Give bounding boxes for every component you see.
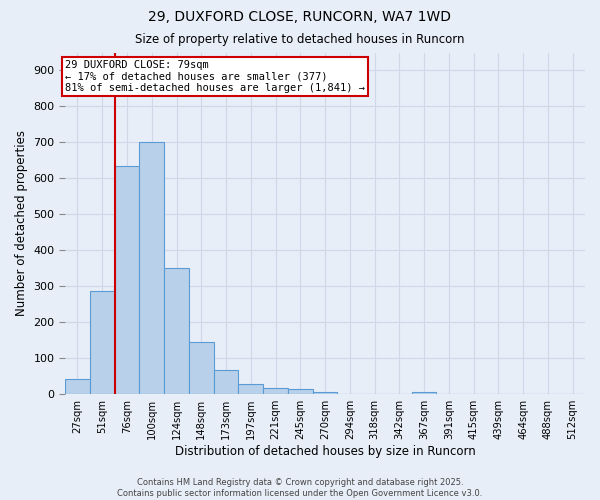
Bar	[65, 380, 90, 394]
Bar	[412, 392, 436, 394]
Bar	[139, 142, 164, 394]
Y-axis label: Number of detached properties: Number of detached properties	[15, 130, 28, 316]
Text: Contains HM Land Registry data © Crown copyright and database right 2025.
Contai: Contains HM Land Registry data © Crown c…	[118, 478, 482, 498]
Text: 29, DUXFORD CLOSE, RUNCORN, WA7 1WD: 29, DUXFORD CLOSE, RUNCORN, WA7 1WD	[149, 10, 452, 24]
Bar	[238, 384, 263, 394]
Bar	[115, 166, 139, 394]
Bar	[288, 390, 313, 394]
Text: Size of property relative to detached houses in Runcorn: Size of property relative to detached ho…	[135, 32, 465, 46]
Bar	[214, 370, 238, 394]
Bar	[263, 388, 288, 394]
Bar	[164, 268, 189, 394]
Bar	[189, 342, 214, 394]
Text: 29 DUXFORD CLOSE: 79sqm
← 17% of detached houses are smaller (377)
81% of semi-d: 29 DUXFORD CLOSE: 79sqm ← 17% of detache…	[65, 60, 365, 93]
Bar	[313, 392, 337, 394]
X-axis label: Distribution of detached houses by size in Runcorn: Distribution of detached houses by size …	[175, 444, 475, 458]
Bar	[90, 292, 115, 394]
